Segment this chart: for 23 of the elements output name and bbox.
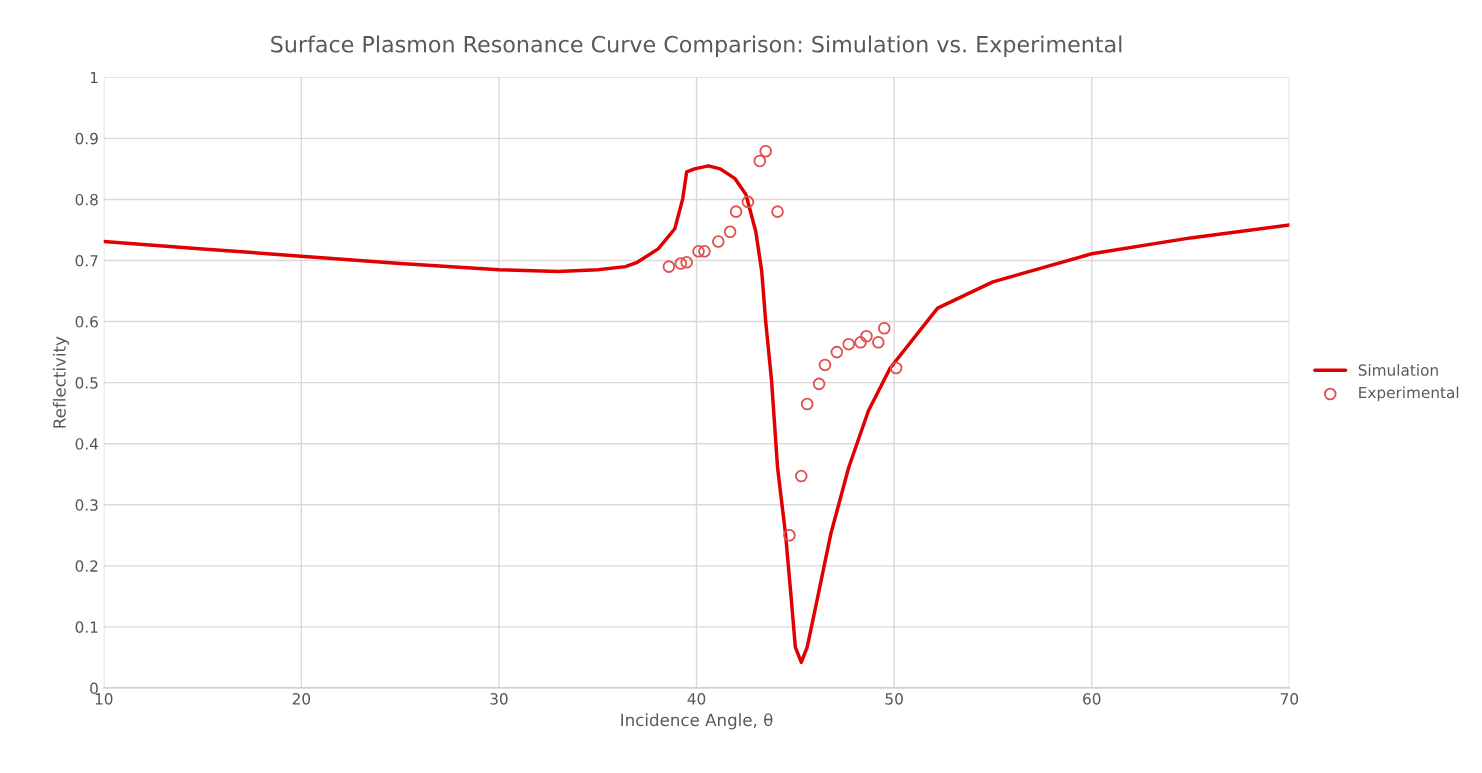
y-tick-label: 0.4 [75,438,99,450]
y-tick-label: 0.7 [75,254,98,267]
x-axis-title: Incidence Angle, θ [621,713,773,730]
y-tick-label: 1 [90,71,98,84]
x-tick-label: 40 [687,693,706,705]
y-tick-label: 0.1 [75,621,98,633]
x-tick-label: 20 [292,693,311,705]
y-tick-label: 0.6 [75,316,98,328]
x-tick-label: 60 [1083,693,1101,705]
y-tick-label: 0.2 [75,560,98,572]
y-tick-label: 0.9 [75,132,98,145]
y-tick-label: 0.3 [75,499,98,511]
x-tick-label: 30 [490,693,508,705]
y-tick-label: 0 [90,682,98,694]
chart-title: Surface Plasmon Resonance Curve Comparison: Simulation vs. Experimental [271,35,1122,57]
y-axis-title: Reflectivity [52,336,70,428]
legend-label: Simulation [1358,364,1438,376]
legend-label: Experimental [1359,386,1459,402]
x-tick-label: 50 [885,693,903,705]
x-tick-label: 70 [1280,693,1299,705]
y-tick-label: 0.8 [75,193,98,206]
x-tick-label: 10 [95,693,113,705]
y-tick-label: 0.5 [75,377,98,389]
